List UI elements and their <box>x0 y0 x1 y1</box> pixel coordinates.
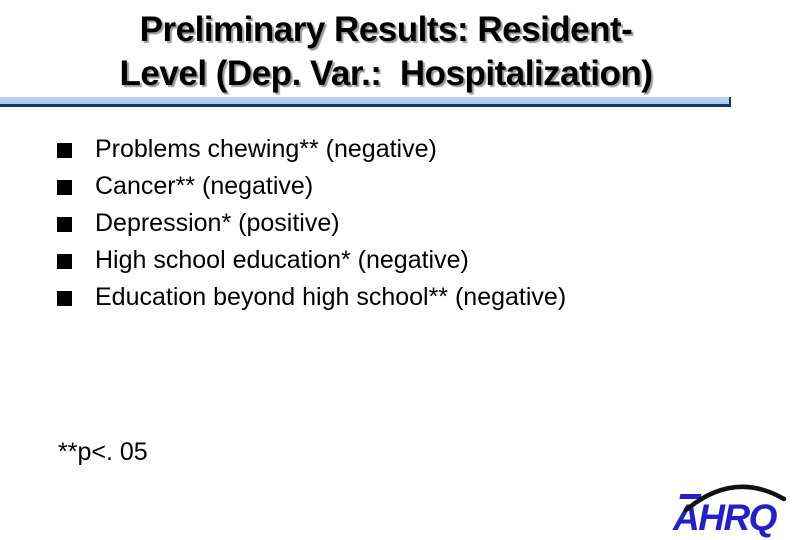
list-item: High school education* (negative) <box>57 242 566 279</box>
ahrq-logo-text: AHRQ <box>672 497 778 538</box>
bullet-list: Problems chewing** (negative) Cancer** (… <box>57 131 566 316</box>
list-item: Cancer** (negative) <box>57 168 566 205</box>
slide-title: Preliminary Results: Resident- Level (De… <box>0 8 772 96</box>
list-item: Problems chewing** (negative) <box>57 131 566 168</box>
square-bullet-icon <box>57 291 72 306</box>
bullet-text: Cancer** (negative) <box>95 172 314 200</box>
square-bullet-icon <box>57 217 72 232</box>
bullet-text: Depression* (positive) <box>95 209 340 237</box>
bullet-text: High school education* (negative) <box>95 246 469 274</box>
ahrq-logo: AHRQ <box>672 474 794 538</box>
title-underline-bar <box>0 97 731 107</box>
square-bullet-icon <box>57 254 72 269</box>
list-item: Education beyond high school** (negative… <box>57 279 566 316</box>
footnote-p05: **p<. 05 <box>58 438 148 466</box>
square-bullet-icon <box>57 143 72 158</box>
bullet-text: Education beyond high school** (negative… <box>95 283 567 311</box>
title-line-1: Preliminary Results: Resident- <box>139 10 633 49</box>
bullet-text: Problems chewing** (negative) <box>95 135 437 163</box>
list-item: Depression* (positive) <box>57 205 566 242</box>
footnotes: **p<. 05 *p<. 10 <box>58 357 148 540</box>
square-bullet-icon <box>57 180 72 195</box>
logo-swoosh-arc-icon <box>683 484 787 513</box>
ahrq-a-bar <box>679 494 702 499</box>
ahrq-logo-graphic: AHRQ <box>672 484 787 538</box>
title-line-2: Level (Dep. Var.: Hospitalization) <box>119 54 653 93</box>
